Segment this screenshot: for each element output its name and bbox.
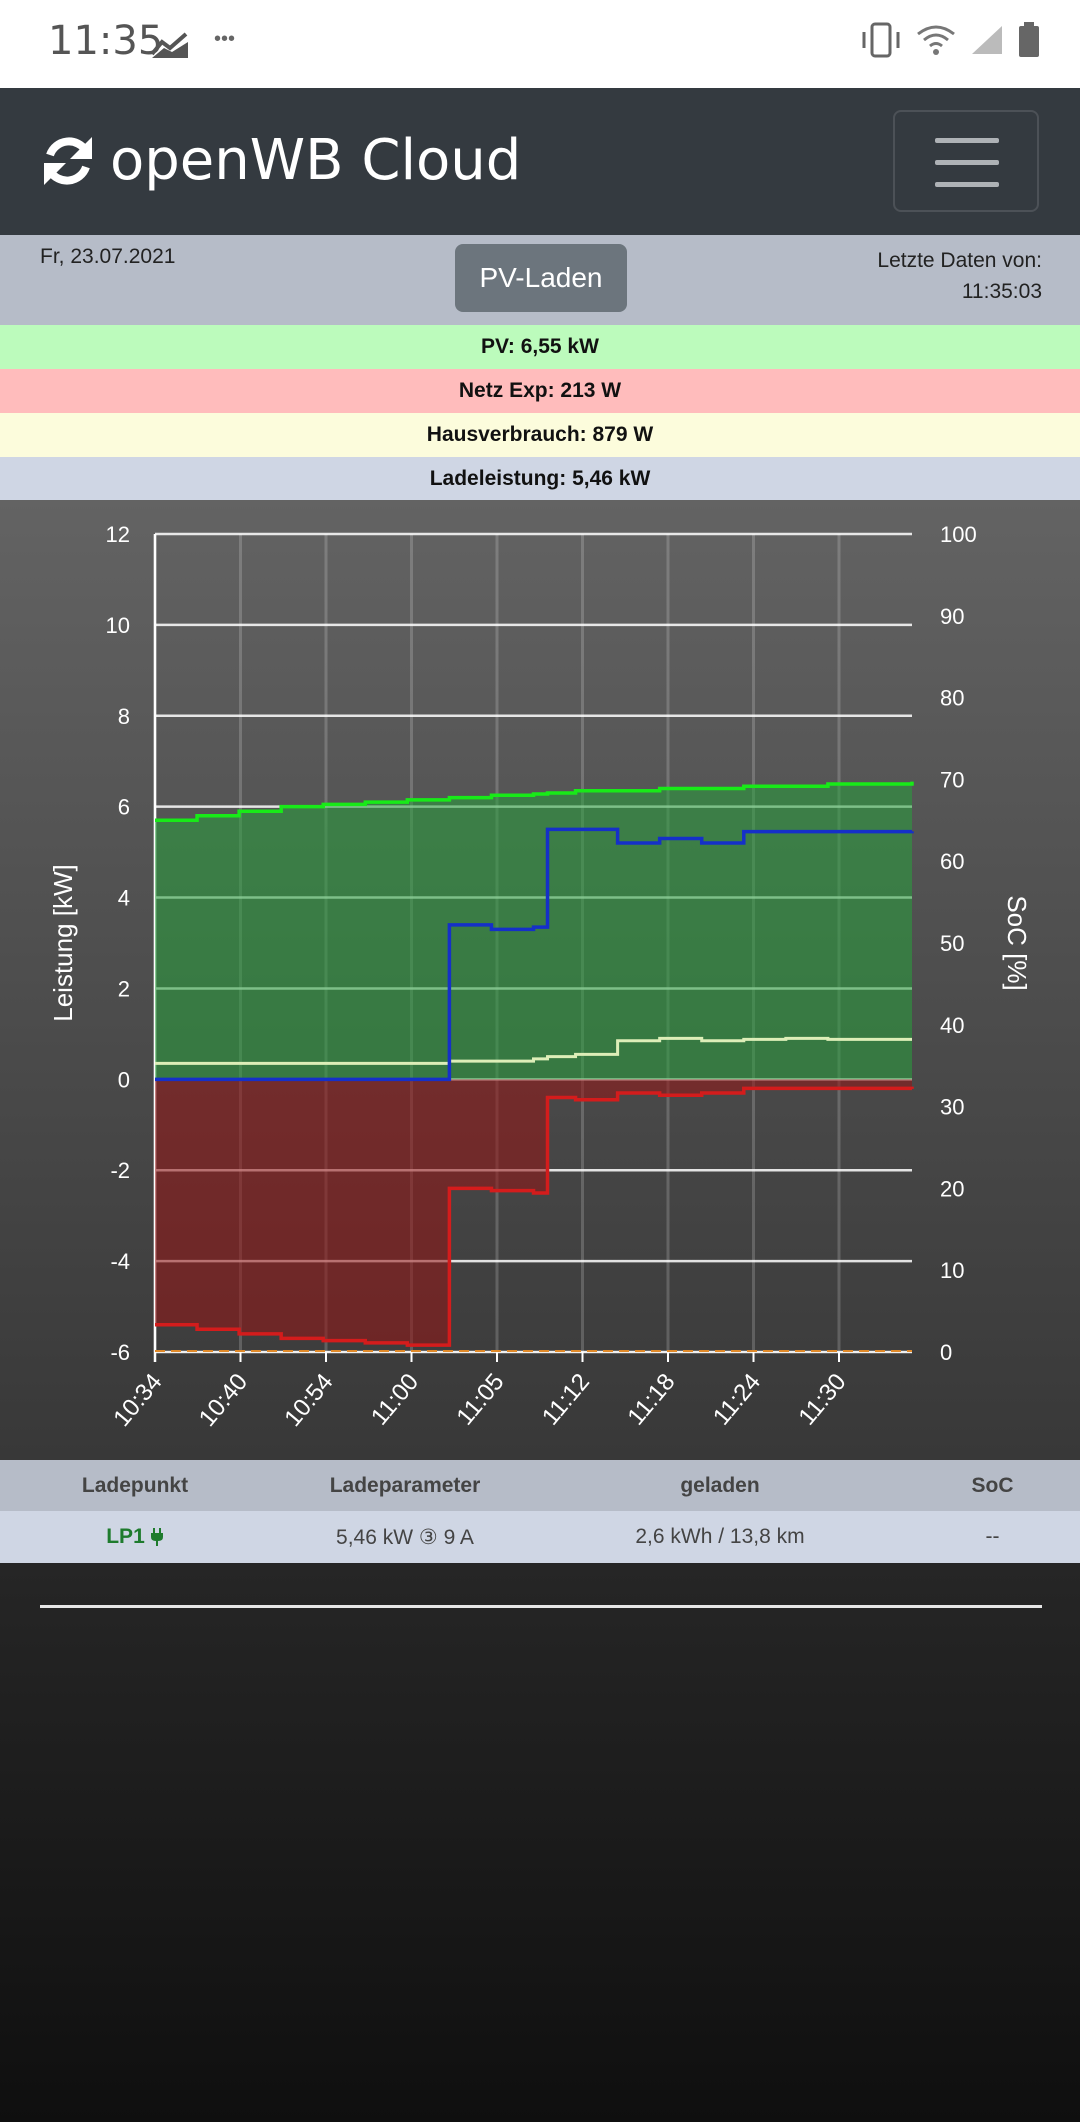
power-chart: 12 10 8 6 4 2 0 -2 -4 -6 100 90 80 70 60 50 40 30 20 10 0 10:… xyxy=(0,500,1080,1460)
x-tick-label: 10:40 xyxy=(194,1369,253,1432)
plug-icon xyxy=(150,1528,163,1546)
header-geladen: geladen xyxy=(680,1473,760,1497)
power-chart-svg: 121086420-2-4-6100908070605040302010010:… xyxy=(48,522,1032,1432)
y-tick-label: 10 xyxy=(106,613,130,638)
y2-tick-label: 20 xyxy=(940,1176,964,1201)
x-tick-label: 10:34 xyxy=(108,1369,167,1432)
charge-mode-button[interactable]: PV-Laden xyxy=(455,244,627,312)
y-tick-label: 8 xyxy=(118,704,130,729)
last-data-time: 11:35:03 xyxy=(961,280,1042,303)
info-bar: Fr, 23.07.2021 PV-Laden Letzte Daten von… xyxy=(0,235,1080,325)
charge-series-line xyxy=(155,827,914,1082)
last-data-label: Letzte Daten von: xyxy=(877,249,1042,272)
grid-area xyxy=(155,1079,912,1346)
y2-tick-label: 80 xyxy=(940,686,964,711)
chargepoint-table-header: Ladepunkt Ladeparameter geladen SoC xyxy=(0,1460,1080,1511)
y-tick-label: 6 xyxy=(118,795,130,820)
chargepoint-name[interactable]: LP1 xyxy=(50,1511,220,1563)
charged-energy: 2,6 kWh / 13,8 km xyxy=(635,1525,805,1548)
pv-power-stat: PV: 6,55 kW xyxy=(0,325,1080,369)
house-consumption-stat: Hausverbrauch: 879 W xyxy=(0,413,1080,457)
header-ladepunkt: Ladepunkt xyxy=(81,1473,189,1497)
date-label: Fr, 23.07.2021 xyxy=(40,245,176,268)
y2-axis-title: SoC [%] xyxy=(1002,895,1032,990)
y2-tick-label: 70 xyxy=(940,767,964,792)
grid-series-line xyxy=(155,1086,914,1347)
sync-icon xyxy=(44,136,92,185)
status-time: 11:35 xyxy=(48,18,164,64)
y-tick-label: -2 xyxy=(110,1158,130,1183)
grid-export-stat: Netz Exp: 213 W xyxy=(0,369,1080,413)
page-footer-area xyxy=(0,1563,1080,2122)
soc-value: -- xyxy=(985,1525,1000,1548)
divider xyxy=(40,1605,1042,1608)
signal-icon xyxy=(972,26,1002,54)
header-ladeparameter: Ladeparameter xyxy=(329,1473,481,1497)
x-tick-label: 10:54 xyxy=(279,1369,338,1432)
x-tick-label: 11:24 xyxy=(708,1369,766,1431)
battery-icon xyxy=(1019,22,1039,57)
y-tick-label: 2 xyxy=(118,976,130,1001)
last-data: Letzte Daten von: 11:35:03 xyxy=(877,245,1042,307)
y-axis-title: Leistung [kW] xyxy=(48,864,78,1022)
house-series-line xyxy=(155,1036,912,1065)
charge-power-stat: Ladeleistung: 5,46 kW xyxy=(0,457,1080,501)
y2-tick-label: 40 xyxy=(940,1013,964,1038)
wifi-icon xyxy=(917,25,955,55)
x-tick-label: 11:05 xyxy=(451,1369,509,1431)
more-notifications-icon: ••• xyxy=(214,28,236,50)
y2-tick-label: 100 xyxy=(940,522,977,547)
stock-chart-icon xyxy=(150,32,188,58)
y2-tick-label: 50 xyxy=(940,931,964,956)
header-soc: SoC xyxy=(971,1473,1014,1497)
y2-tick-label: 60 xyxy=(940,849,964,874)
y2-tick-label: 30 xyxy=(940,1095,964,1120)
vibrate-icon xyxy=(862,22,900,58)
y-tick-label: -6 xyxy=(110,1340,130,1365)
y-tick-label: 0 xyxy=(118,1067,130,1092)
brand[interactable]: openWB Cloud xyxy=(40,128,521,193)
y-tick-label: 4 xyxy=(118,886,130,911)
y2-tick-label: 0 xyxy=(940,1340,952,1365)
x-tick-label: 11:12 xyxy=(537,1369,595,1431)
x-tick-label: 11:30 xyxy=(793,1369,851,1431)
brand-title: openWB Cloud xyxy=(110,128,522,193)
y-tick-label: -4 xyxy=(110,1249,130,1274)
chargepoint-label: LP1 xyxy=(106,1525,145,1548)
y2-tick-label: 90 xyxy=(940,604,964,629)
x-tick-label: 11:00 xyxy=(366,1369,424,1431)
status-bar: 11:35 ••• xyxy=(0,0,1080,88)
menu-toggle-button[interactable] xyxy=(893,110,1039,212)
x-tick-label: 11:18 xyxy=(622,1369,680,1431)
table-row[interactable]: LP1 5,46 kW ③ 9 A 2,6 kWh / 13,8 km -- xyxy=(0,1511,1080,1563)
y-tick-label: 12 xyxy=(106,522,130,547)
y2-tick-label: 10 xyxy=(940,1258,964,1283)
charge-parameters: 5,46 kW ③ 9 A xyxy=(336,1525,474,1549)
pv-series-line xyxy=(155,781,914,823)
